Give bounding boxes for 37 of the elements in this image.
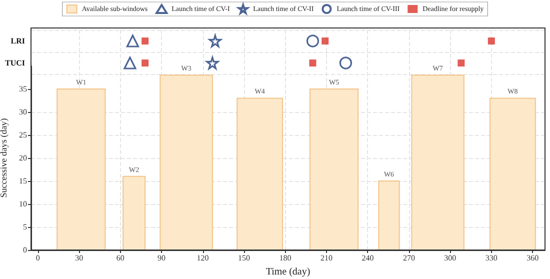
y-tick-label: TUCI xyxy=(4,58,25,68)
y-tick-label: 5 xyxy=(23,222,27,232)
x-axis-title: Time (day) xyxy=(266,266,310,278)
point xyxy=(339,56,352,70)
x-tick-label: 210 xyxy=(320,254,332,262)
point xyxy=(306,34,320,48)
y-tick-label: 10 xyxy=(19,200,27,208)
y-tick-label: 35 xyxy=(19,84,27,94)
point xyxy=(458,60,465,66)
y-tick-label: LRI xyxy=(10,36,25,46)
x-tick-label: 0 xyxy=(36,254,40,262)
point xyxy=(126,34,139,48)
point xyxy=(142,38,149,44)
point xyxy=(124,56,136,70)
x-tick-label: 330 xyxy=(485,254,498,262)
point xyxy=(488,38,495,44)
x-tick-label: 30 xyxy=(75,254,84,262)
x-tick-label: 150 xyxy=(238,254,250,262)
y-tick-label: 20 xyxy=(19,154,27,162)
y-axis-title: Successive days (day) xyxy=(0,118,9,198)
x-tick-label: 120 xyxy=(196,254,209,262)
y-tick-label: 30 xyxy=(19,108,27,116)
y-tick-label: 0 xyxy=(23,246,27,254)
y-tick-label: 25 xyxy=(19,130,27,140)
point xyxy=(142,60,149,66)
x-tick-label: 300 xyxy=(444,254,456,262)
bar xyxy=(56,88,106,250)
x-tick-label: 270 xyxy=(402,254,415,262)
x-tick-label: 90 xyxy=(158,254,166,262)
bar xyxy=(236,98,284,250)
x-tick-label: 60 xyxy=(116,254,124,262)
x-tick-label: 360 xyxy=(526,254,539,262)
point xyxy=(309,60,316,66)
point xyxy=(322,38,329,44)
x-tick-label: 180 xyxy=(279,254,292,262)
x-tick-label: 240 xyxy=(362,254,374,262)
y-tick-label: 15 xyxy=(19,176,27,186)
